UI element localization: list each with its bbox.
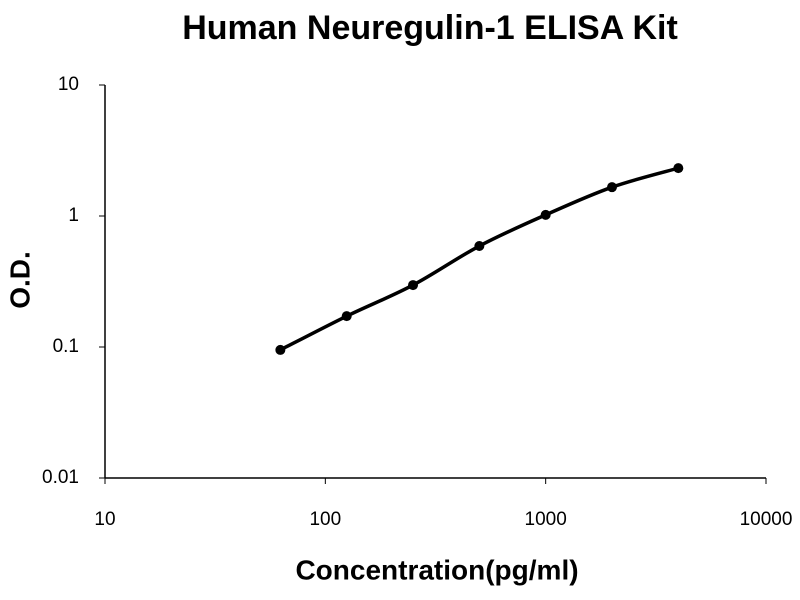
- chart-title: Human Neuregulin-1 ELISA Kit: [182, 9, 678, 47]
- data-point: [275, 344, 286, 355]
- y-tick-label: 0.01: [42, 467, 79, 488]
- x-tick-label: 10000: [740, 509, 793, 530]
- data-point: [540, 209, 551, 220]
- x-axis-title: Concentration(pg/ml): [295, 554, 578, 585]
- y-tick-label: 1: [68, 205, 79, 226]
- x-tick-label: 1000: [525, 509, 567, 530]
- series-line: [279, 166, 679, 352]
- data-point: [673, 163, 684, 174]
- data-point: [474, 241, 485, 252]
- x-tick-label: 100: [309, 509, 341, 530]
- x-tick-label: 10: [94, 509, 115, 530]
- data-point: [606, 182, 617, 193]
- y-tick-label: 0.1: [53, 336, 79, 357]
- data-point: [408, 280, 419, 291]
- y-tick-label: 10: [58, 74, 79, 95]
- data-point: [341, 311, 352, 322]
- y-axis-title: O.D.: [4, 251, 35, 309]
